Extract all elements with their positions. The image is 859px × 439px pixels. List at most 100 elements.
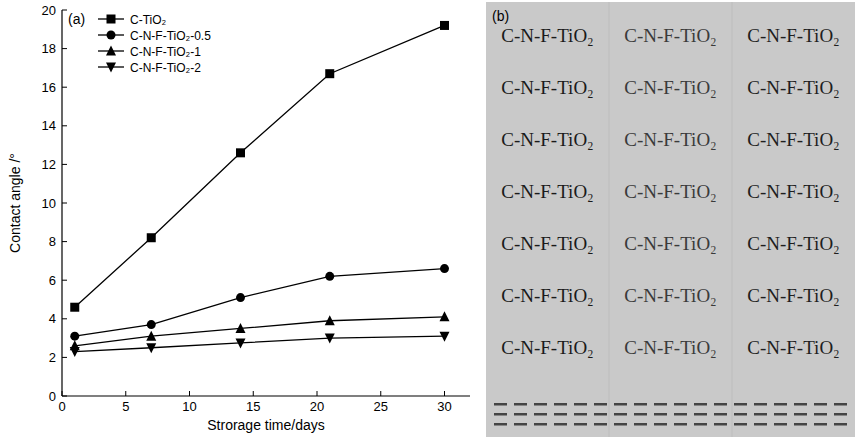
y-tick — [62, 357, 67, 358]
y-tick-label: 6 — [49, 273, 56, 288]
small-print — [594, 413, 607, 416]
photo-text: C-N-F-TiO₂ — [747, 129, 840, 150]
data-point — [236, 148, 245, 157]
label-patch — [490, 6, 520, 26]
y-tick-label: 20 — [42, 3, 56, 18]
panel-label: (b) — [492, 8, 509, 24]
y-tick — [62, 318, 67, 319]
small-print — [554, 403, 567, 406]
y-tick — [62, 280, 67, 281]
photo-text: C-N-F-TiO₂ — [501, 25, 594, 46]
small-print — [674, 413, 687, 416]
photo-text: C-N-F-TiO₂ — [624, 337, 717, 358]
data-point — [236, 323, 246, 333]
small-print — [734, 403, 747, 406]
x-tick — [317, 391, 318, 396]
legend-marker — [106, 63, 116, 73]
small-print — [774, 403, 787, 406]
data-point — [325, 69, 334, 78]
y-tick — [62, 241, 67, 242]
small-print — [654, 403, 667, 406]
y-tick — [62, 48, 67, 49]
data-point — [236, 293, 245, 302]
small-print — [574, 423, 587, 426]
legend-marker — [106, 46, 116, 56]
small-print — [754, 403, 767, 406]
x-axis-title: Strorage time/days — [207, 417, 325, 433]
small-print — [494, 413, 507, 416]
photo-text: C-N-F-TiO₂ — [747, 77, 840, 98]
small-print — [494, 403, 507, 406]
small-print — [574, 403, 587, 406]
y-tick — [62, 10, 67, 11]
y-tick-label: 12 — [42, 157, 56, 172]
data-point — [440, 264, 449, 273]
small-print — [694, 423, 707, 426]
photo-text: C-N-F-TiO₂ — [501, 337, 594, 358]
small-print — [634, 423, 647, 426]
photo-text: C-N-F-TiO₂ — [501, 233, 594, 254]
y-tick — [62, 125, 67, 126]
y-tick — [62, 396, 67, 397]
small-print — [814, 413, 827, 416]
data-point — [146, 331, 156, 341]
legend-label: C-N-F-TiO₂-0.5 — [130, 29, 211, 43]
y-axis-title: Contact angle /° — [7, 153, 23, 253]
data-point — [146, 343, 156, 353]
y-tick-label: 10 — [42, 196, 56, 211]
data-point — [325, 272, 334, 281]
y-tick-label: 14 — [42, 118, 56, 133]
small-print — [674, 423, 687, 426]
photo-text: C-N-F-TiO₂ — [501, 77, 594, 98]
small-print — [594, 403, 607, 406]
small-print — [694, 413, 707, 416]
photo-text: C-N-F-TiO₂ — [624, 77, 717, 98]
photo-text: C-N-F-TiO₂ — [624, 129, 717, 150]
photo-text: C-N-F-TiO₂ — [624, 233, 717, 254]
small-print — [574, 413, 587, 416]
small-print — [554, 423, 567, 426]
small-print — [594, 423, 607, 426]
plot-data — [70, 21, 450, 357]
small-print — [494, 423, 507, 426]
photo-text: C-N-F-TiO₂ — [501, 129, 594, 150]
data-point — [325, 315, 335, 325]
x-tick — [380, 391, 381, 396]
data-point — [440, 21, 449, 30]
x-tick — [62, 391, 63, 396]
photo-text: C-N-F-TiO₂ — [747, 181, 840, 202]
data-point — [147, 233, 156, 242]
y-tick-label: 16 — [42, 80, 56, 95]
y-tick-label: 8 — [49, 234, 56, 249]
y-tick — [62, 203, 67, 204]
photo-text: C-N-F-TiO₂ — [624, 181, 717, 202]
small-print — [654, 413, 667, 416]
figure: 05101520253002468101214161820Strorage ti… — [0, 0, 859, 439]
x-tick — [444, 391, 445, 396]
small-print — [734, 413, 747, 416]
y-tick-label: 4 — [49, 311, 56, 326]
data-point — [440, 332, 450, 342]
x-axis-line — [62, 395, 470, 396]
small-print — [774, 423, 787, 426]
x-tick-label: 10 — [182, 399, 196, 414]
x-tick-label: 5 — [122, 399, 129, 414]
data-point — [236, 338, 246, 348]
photo-background — [486, 2, 855, 437]
x-tick-label: 30 — [437, 399, 451, 414]
legend-label: C-N-F-TiO₂-1 — [130, 45, 201, 59]
photo-text: C-N-F-TiO₂ — [747, 337, 840, 358]
small-print — [514, 413, 527, 416]
x-tick — [253, 391, 254, 396]
photo-text: C-N-F-TiO₂ — [501, 181, 594, 202]
film-edge — [609, 2, 610, 437]
small-print — [554, 413, 567, 416]
x-tick-label: 15 — [246, 399, 260, 414]
y-tick-label: 2 — [49, 350, 56, 365]
small-print — [614, 423, 627, 426]
small-print — [734, 423, 747, 426]
panel-label: (a) — [68, 11, 85, 27]
series-line — [75, 269, 445, 337]
legend-label: C-N-F-TiO₂-2 — [130, 61, 201, 75]
small-print — [834, 403, 847, 406]
